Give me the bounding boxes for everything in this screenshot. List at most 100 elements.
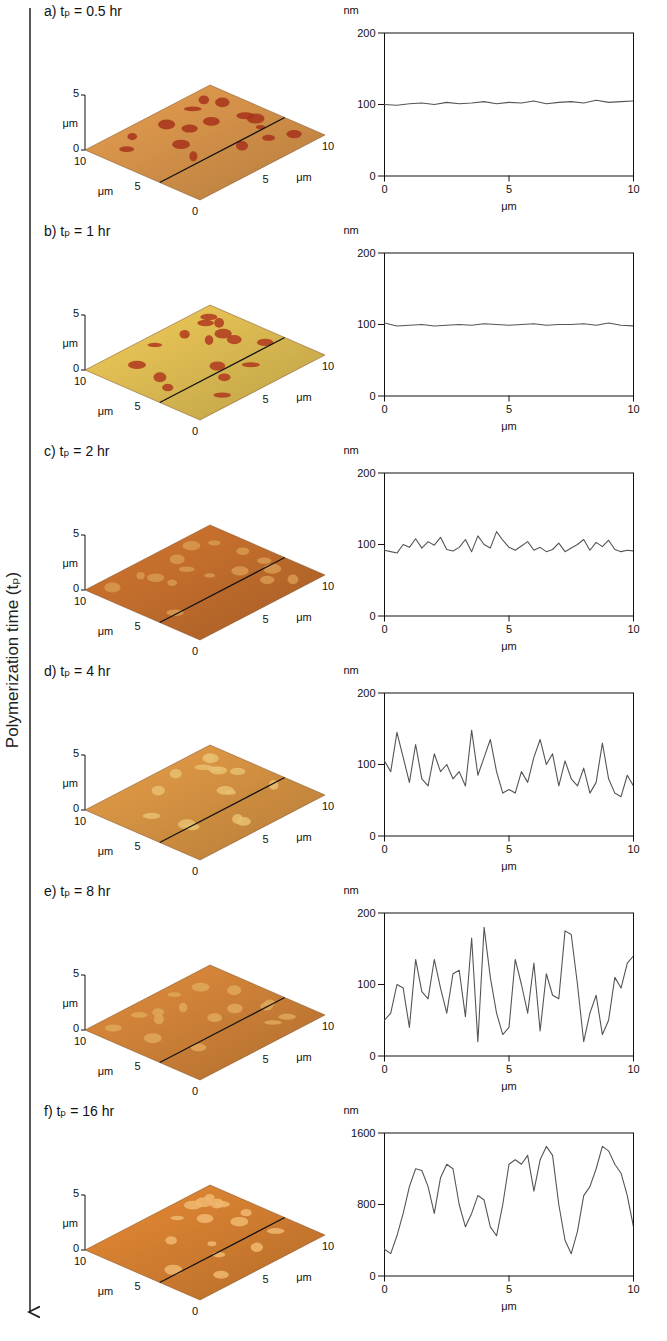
- svg-text:10: 10: [74, 595, 86, 607]
- svg-text:5: 5: [134, 840, 140, 852]
- svg-text:nm: nm: [344, 224, 359, 236]
- svg-text:0: 0: [73, 582, 79, 594]
- svg-text:μm: μm: [501, 420, 517, 432]
- svg-text:μm: μm: [296, 1051, 312, 1063]
- svg-text:5: 5: [134, 620, 140, 632]
- svg-text:100: 100: [357, 318, 375, 330]
- svg-text:0: 0: [192, 425, 198, 437]
- svg-text:5: 5: [506, 183, 512, 195]
- svg-text:10: 10: [322, 360, 334, 372]
- svg-text:μm: μm: [98, 185, 114, 197]
- svg-text:μm: μm: [296, 171, 312, 183]
- svg-text:10: 10: [74, 815, 86, 827]
- svg-text:nm: nm: [344, 884, 359, 896]
- svg-text:Polymerization time (tₚ): Polymerization time (tₚ): [3, 572, 22, 748]
- svg-text:5: 5: [262, 173, 268, 185]
- svg-text:10: 10: [627, 1283, 639, 1295]
- svg-text:μm: μm: [62, 557, 78, 569]
- svg-text:5: 5: [73, 87, 79, 99]
- svg-text:5: 5: [506, 1063, 512, 1075]
- svg-text:μm: μm: [501, 860, 517, 872]
- svg-text:μm: μm: [98, 625, 114, 637]
- svg-text:10: 10: [74, 375, 86, 387]
- svg-text:5: 5: [73, 307, 79, 319]
- svg-text:0: 0: [73, 142, 79, 154]
- svg-text:5: 5: [262, 393, 268, 405]
- svg-text:5: 5: [262, 833, 268, 845]
- svg-text:0: 0: [369, 1270, 375, 1282]
- svg-text:5: 5: [262, 1053, 268, 1065]
- svg-text:1600: 1600: [351, 1127, 375, 1139]
- svg-text:5: 5: [134, 1280, 140, 1292]
- svg-text:μm: μm: [296, 391, 312, 403]
- svg-text:5: 5: [73, 747, 79, 759]
- svg-text:10: 10: [627, 843, 639, 855]
- svg-text:a) tₚ = 0.5 hr: a) tₚ = 0.5 hr: [44, 3, 122, 19]
- svg-text:0: 0: [73, 362, 79, 374]
- svg-text:μm: μm: [62, 997, 78, 1009]
- svg-text:10: 10: [322, 800, 334, 812]
- svg-text:10: 10: [627, 403, 639, 415]
- svg-text:10: 10: [74, 1035, 86, 1047]
- svg-text:0: 0: [369, 170, 375, 182]
- svg-text:0: 0: [192, 205, 198, 217]
- svg-text:200: 200: [357, 467, 375, 479]
- svg-text:100: 100: [357, 978, 375, 990]
- svg-text:μm: μm: [296, 1271, 312, 1283]
- svg-text:d) tₚ = 4 hr: d) tₚ = 4 hr: [44, 663, 111, 679]
- svg-text:f) tₚ = 16 hr: f) tₚ = 16 hr: [44, 1103, 115, 1119]
- svg-text:μm: μm: [62, 117, 78, 129]
- svg-text:0: 0: [369, 1050, 375, 1062]
- svg-text:200: 200: [357, 907, 375, 919]
- svg-text:μm: μm: [98, 1285, 114, 1297]
- svg-text:200: 200: [357, 687, 375, 699]
- svg-text:100: 100: [357, 538, 375, 550]
- svg-text:5: 5: [506, 623, 512, 635]
- svg-text:μm: μm: [98, 1065, 114, 1077]
- svg-text:0: 0: [369, 830, 375, 842]
- svg-text:5: 5: [134, 1060, 140, 1072]
- svg-text:0: 0: [381, 843, 387, 855]
- svg-text:nm: nm: [344, 444, 359, 456]
- svg-text:0: 0: [381, 1283, 387, 1295]
- svg-text:μm: μm: [62, 1217, 78, 1229]
- svg-text:10: 10: [322, 140, 334, 152]
- svg-text:μm: μm: [501, 200, 517, 212]
- svg-text:0: 0: [381, 623, 387, 635]
- svg-text:nm: nm: [344, 4, 359, 16]
- svg-text:0: 0: [73, 802, 79, 814]
- svg-text:μm: μm: [98, 405, 114, 417]
- svg-text:0: 0: [73, 1242, 79, 1254]
- svg-text:10: 10: [74, 155, 86, 167]
- svg-text:5: 5: [262, 613, 268, 625]
- svg-text:0: 0: [381, 1063, 387, 1075]
- svg-text:μm: μm: [62, 337, 78, 349]
- svg-text:μm: μm: [296, 611, 312, 623]
- svg-text:5: 5: [506, 1283, 512, 1295]
- svg-text:μm: μm: [62, 777, 78, 789]
- svg-text:5: 5: [73, 967, 79, 979]
- svg-text:e) tₚ = 8 hr: e) tₚ = 8 hr: [44, 883, 111, 899]
- svg-text:10: 10: [627, 623, 639, 635]
- svg-text:5: 5: [134, 400, 140, 412]
- svg-text:200: 200: [357, 27, 375, 39]
- svg-text:10: 10: [627, 183, 639, 195]
- svg-text:800: 800: [357, 1198, 375, 1210]
- svg-text:0: 0: [192, 865, 198, 877]
- svg-text:10: 10: [627, 1063, 639, 1075]
- svg-text:μm: μm: [501, 640, 517, 652]
- svg-text:0: 0: [369, 610, 375, 622]
- svg-text:5: 5: [506, 843, 512, 855]
- svg-text:10: 10: [322, 580, 334, 592]
- svg-text:c) tₚ = 2 hr: c) tₚ = 2 hr: [44, 443, 110, 459]
- svg-text:0: 0: [192, 1085, 198, 1097]
- svg-text:200: 200: [357, 247, 375, 259]
- svg-text:nm: nm: [344, 1104, 359, 1116]
- svg-text:μm: μm: [501, 1300, 517, 1312]
- svg-text:nm: nm: [344, 664, 359, 676]
- svg-text:100: 100: [357, 758, 375, 770]
- svg-text:10: 10: [322, 1240, 334, 1252]
- svg-text:5: 5: [506, 403, 512, 415]
- svg-text:0: 0: [381, 183, 387, 195]
- svg-text:μm: μm: [296, 831, 312, 843]
